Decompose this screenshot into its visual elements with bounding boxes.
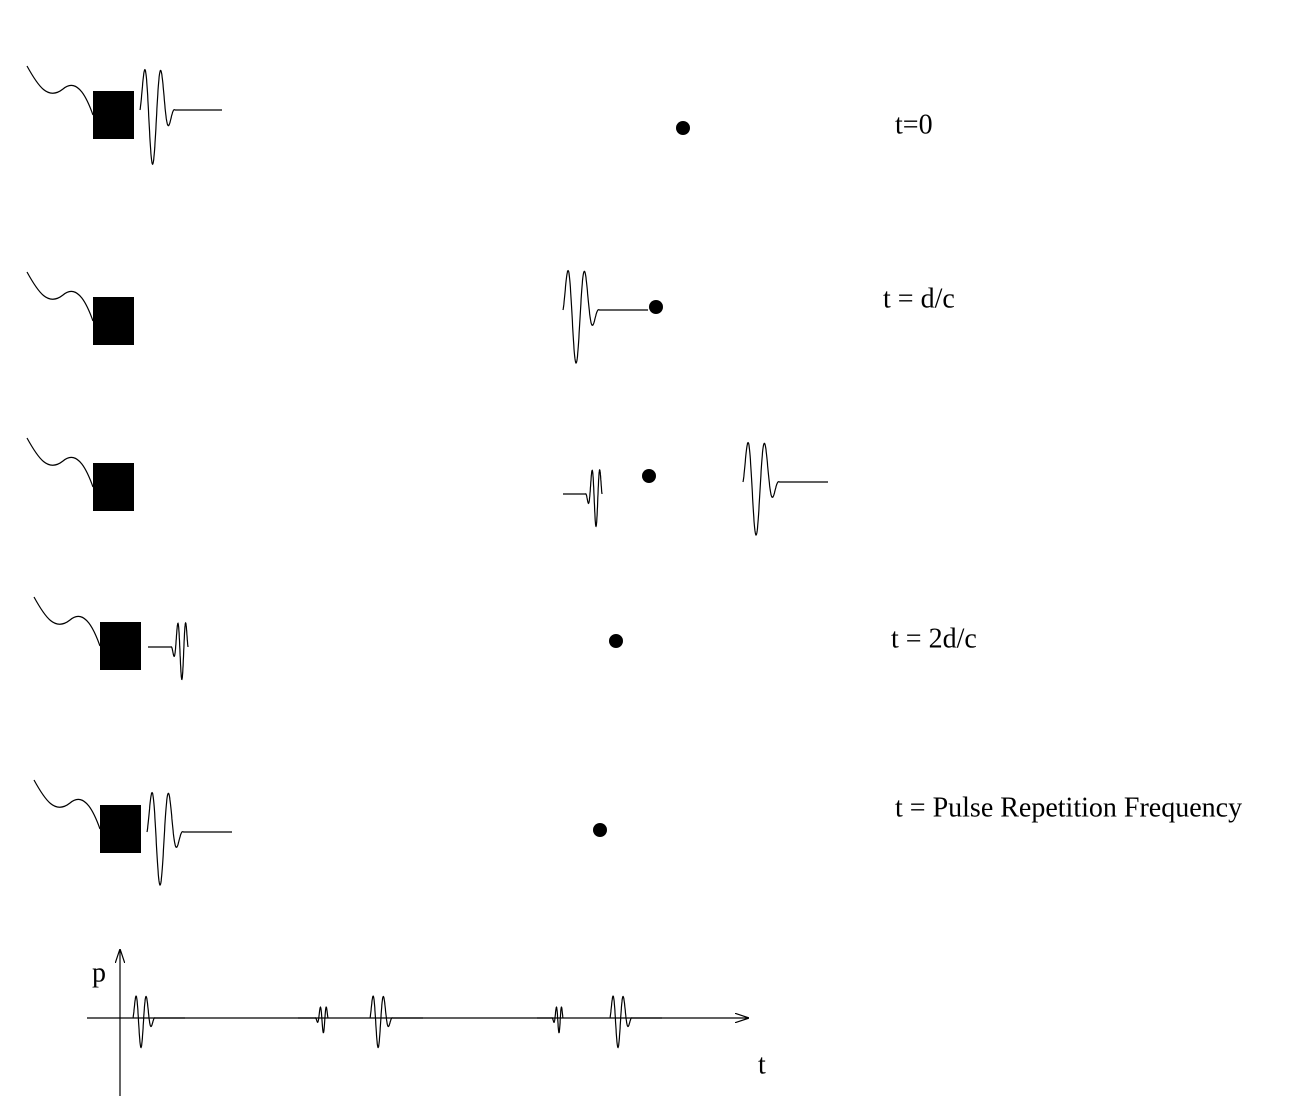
pulse: [139, 68, 222, 166]
axis-label: p: [92, 957, 106, 988]
target: [593, 823, 607, 837]
target: [642, 469, 656, 483]
pulse: [537, 1006, 564, 1034]
target: [649, 300, 663, 314]
pulse: [562, 269, 648, 364]
time-label: t = 2d/c: [891, 623, 977, 654]
transducer: [93, 91, 134, 139]
axis-label: t: [758, 1049, 766, 1080]
pulse: [369, 995, 423, 1049]
wire: [26, 271, 94, 322]
wire: [33, 596, 101, 647]
time-label: t = d/c: [883, 283, 955, 314]
wire: [26, 437, 94, 488]
wire: [33, 779, 101, 830]
transducer: [93, 297, 134, 345]
transducer: [100, 622, 141, 670]
pulse: [146, 791, 232, 886]
wire: [26, 65, 94, 116]
shapes: [26, 65, 828, 1049]
target: [676, 121, 690, 135]
time-label: t = Pulse Repetition Frequency: [895, 792, 1242, 823]
target: [609, 634, 623, 648]
time-label: t=0: [895, 109, 933, 140]
pulse: [742, 441, 828, 536]
pulse: [563, 469, 603, 528]
pulse: [132, 995, 185, 1049]
transducer: [100, 805, 141, 853]
pulse: [148, 621, 189, 681]
pulse: [298, 1006, 329, 1034]
pulse: [609, 995, 662, 1049]
transducer: [93, 463, 134, 511]
